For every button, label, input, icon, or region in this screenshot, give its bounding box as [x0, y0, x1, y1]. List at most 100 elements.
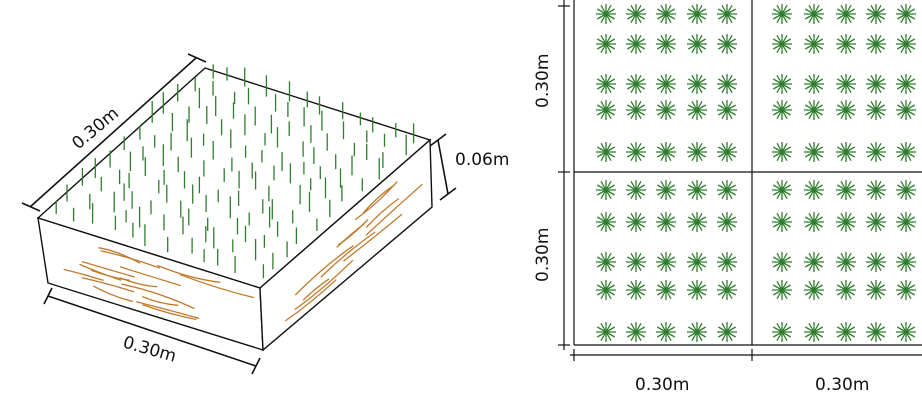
plant-symbol: [836, 212, 856, 232]
plant-symbol: [626, 252, 646, 272]
soil-texture-front: [63, 247, 255, 321]
plant-symbol: [596, 180, 616, 200]
soil-stroke: [179, 274, 255, 299]
plant-symbol: [836, 252, 856, 272]
soil-stroke: [285, 279, 337, 322]
soil-stroke: [343, 213, 403, 262]
plant-symbol: [896, 252, 916, 272]
plant-symbol: [836, 74, 856, 94]
plant-symbol: [866, 34, 886, 54]
plan-left-dimension-line: [558, 0, 570, 350]
plant-symbol: [626, 180, 646, 200]
plant-symbol: [596, 142, 616, 162]
plant-symbol: [772, 100, 792, 120]
soil-stroke: [63, 268, 104, 282]
soil-stroke: [294, 245, 354, 296]
soil-stroke: [81, 260, 135, 278]
plant-symbol: [656, 252, 676, 272]
soil-stroke: [157, 264, 221, 283]
plant-symbol: [804, 252, 824, 272]
soil-stroke: [79, 263, 122, 281]
plant-symbol: [656, 100, 676, 120]
plant-symbol: [596, 74, 616, 94]
plant-symbol: [804, 280, 824, 300]
plant-symbol: [836, 322, 856, 342]
plant-symbol: [836, 100, 856, 120]
soil-stroke: [337, 219, 369, 246]
plant-symbol: [656, 34, 676, 54]
plant-symbol: [896, 34, 916, 54]
plant-symbol: [656, 142, 676, 162]
plant-symbol: [772, 280, 792, 300]
plant-symbol: [866, 322, 886, 342]
plant-symbol: [866, 142, 886, 162]
plant-symbol: [896, 280, 916, 300]
plant-symbol: [717, 74, 737, 94]
plant-symbol: [596, 100, 616, 120]
plant-symbol: [717, 280, 737, 300]
soil-stroke: [294, 259, 354, 311]
plant-symbols: [596, 4, 916, 342]
soil-stroke: [136, 301, 200, 320]
soil-stroke: [365, 198, 400, 228]
plant-symbol: [772, 34, 792, 54]
plant-symbol: [804, 322, 824, 342]
plant-symbol: [896, 212, 916, 232]
plant-symbol: [717, 252, 737, 272]
plant-symbol: [626, 74, 646, 94]
soil-stroke: [354, 181, 398, 221]
plan-frame: [573, 0, 922, 346]
plan-bottom-left-label: 0.30m: [635, 375, 689, 395]
grass-blades: [55, 64, 415, 279]
plant-symbol: [866, 180, 886, 200]
plant-symbol: [626, 142, 646, 162]
plant-symbol: [836, 180, 856, 200]
plant-symbol: [717, 212, 737, 232]
plant-symbol: [656, 280, 676, 300]
soil-stroke: [120, 277, 158, 288]
plant-symbol: [687, 74, 707, 94]
plant-symbol: [656, 322, 676, 342]
plant-symbol: [626, 280, 646, 300]
plant-symbol: [626, 100, 646, 120]
plant-symbol: [687, 4, 707, 24]
plant-symbol: [804, 100, 824, 120]
plant-symbol: [772, 180, 792, 200]
plant-symbol: [772, 252, 792, 272]
plant-symbol: [866, 100, 886, 120]
plan-left-upper-label: 0.30m: [533, 54, 553, 108]
plant-symbol: [717, 4, 737, 24]
tray-side-face: [259, 138, 433, 352]
plant-symbol: [772, 142, 792, 162]
plant-symbol: [596, 4, 616, 24]
plant-symbol: [772, 4, 792, 24]
plant-symbol: [866, 252, 886, 272]
isometric-tray-view: 0.30m 0.30m 0.06m: [21, 53, 509, 375]
plant-symbol: [596, 322, 616, 342]
plant-symbol: [626, 34, 646, 54]
plant-symbol: [866, 280, 886, 300]
plant-symbol: [772, 212, 792, 232]
plant-symbol: [896, 180, 916, 200]
top-dimension-line: [21, 53, 207, 212]
plant-symbol: [717, 100, 737, 120]
plant-symbol: [896, 142, 916, 162]
soil-stroke: [81, 277, 135, 293]
plant-symbol: [596, 252, 616, 272]
plant-symbol: [687, 180, 707, 200]
plant-symbol: [836, 280, 856, 300]
plant-symbol: [804, 142, 824, 162]
soil-stroke: [92, 285, 134, 303]
plant-symbol: [687, 280, 707, 300]
plant-symbol: [656, 74, 676, 94]
plant-symbol: [687, 322, 707, 342]
plan-left-lower-label: 0.30m: [533, 228, 553, 282]
plant-symbol: [717, 322, 737, 342]
plant-symbol: [896, 4, 916, 24]
plant-symbol: [804, 4, 824, 24]
soil-stroke: [119, 266, 181, 287]
plant-symbol: [866, 74, 886, 94]
plant-symbol: [866, 212, 886, 232]
plan-bottom-dimension-line: [570, 349, 922, 361]
